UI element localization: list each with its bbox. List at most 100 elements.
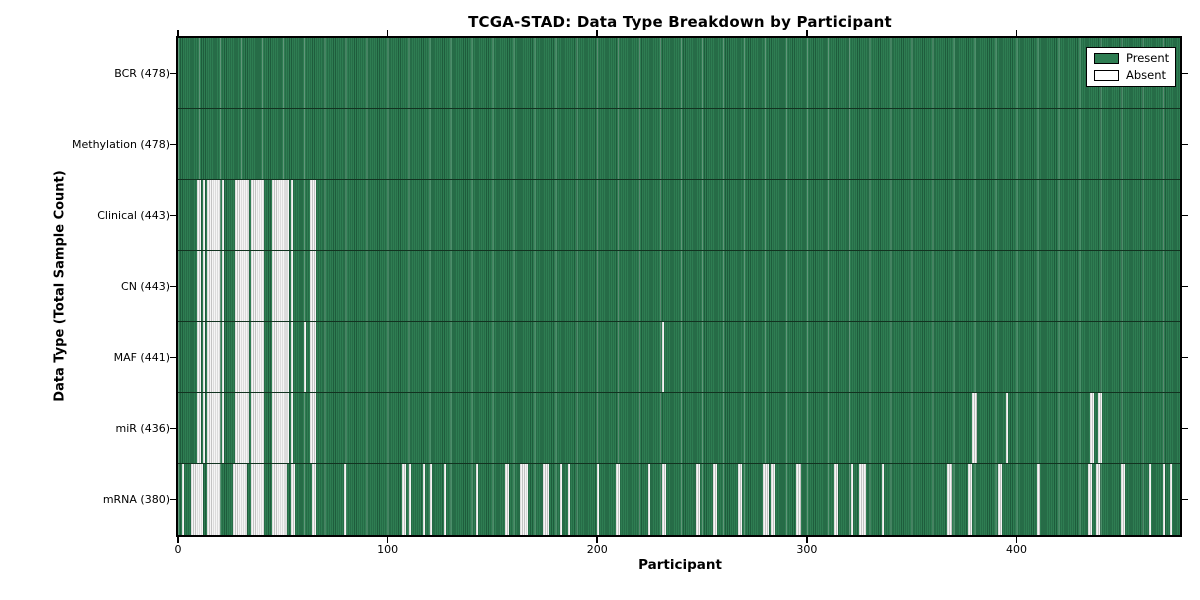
legend-item-present: Present [1094, 52, 1169, 65]
absent-stripe [647, 464, 650, 535]
y-tick-label-BCR: BCR (478) [114, 66, 170, 80]
y-tick-label-mRNA: mRNA (380) [102, 492, 170, 506]
y-tick-right [1182, 498, 1188, 501]
x-axis-title: Participant [638, 557, 722, 573]
absent-stripe [203, 322, 206, 392]
absent-stripe [207, 464, 220, 535]
absent-stripe [343, 464, 346, 535]
absent-stripe [1148, 464, 1151, 535]
x-tick-label: 100 [377, 543, 399, 556]
absent-stripe [251, 322, 264, 392]
absent-stripe [947, 464, 952, 535]
absent-stripe [203, 393, 206, 463]
absent-stripe [429, 464, 432, 535]
absent-stripe [291, 464, 296, 535]
absent-stripe [1037, 464, 1040, 535]
x-tick-label: 400 [1005, 543, 1027, 556]
x-tick-top [1015, 30, 1018, 36]
absent-stripe [850, 464, 853, 535]
row-miR [178, 393, 1180, 464]
absent-stripe [272, 464, 287, 535]
x-tick-label: 200 [586, 543, 608, 556]
absent-stripe [662, 464, 667, 535]
absent-stripe [310, 393, 317, 463]
absent-stripe [234, 322, 250, 392]
absent-stripe [1096, 464, 1101, 535]
absent-stripe [542, 464, 550, 535]
absent-stripe [251, 464, 264, 535]
row-mRNA [178, 464, 1180, 535]
absent-stripe [737, 464, 742, 535]
absent-stripe [272, 180, 290, 250]
y-tick-left [170, 356, 176, 359]
absent-stripe [303, 322, 306, 392]
absent-stripe [771, 464, 776, 535]
y-tick-label-Clinical: Clinical (443) [97, 208, 170, 222]
absent-swatch-icon [1094, 70, 1119, 81]
y-tick-label-miR: miR (436) [115, 421, 171, 435]
present-swatch-icon [1094, 53, 1119, 64]
absent-stripe [207, 393, 220, 463]
y-tick-label-CN: CN (443) [121, 279, 170, 293]
absent-stripe [1006, 393, 1009, 463]
absent-stripe [291, 251, 294, 321]
absent-stripe [519, 464, 529, 535]
row-MAF [178, 322, 1180, 393]
absent-stripe [1089, 393, 1095, 463]
absent-stripe [444, 464, 447, 535]
x-tick-bottom [596, 537, 598, 543]
y-tick-left [170, 498, 176, 501]
x-tick-top [177, 30, 179, 36]
x-tick-label: 0 [174, 543, 182, 556]
absent-stripe [272, 393, 290, 463]
absent-stripe [310, 322, 317, 392]
absent-stripe [882, 464, 885, 535]
absent-stripe [712, 464, 717, 535]
absent-stripe [222, 180, 225, 250]
y-tick-right [1182, 356, 1188, 359]
absent-stripe [207, 322, 220, 392]
absent-stripe [291, 322, 294, 392]
absent-stripe [402, 464, 407, 535]
absent-stripe [182, 464, 185, 535]
plot-area [176, 36, 1182, 537]
absent-stripe [408, 464, 411, 535]
absent-stripe [796, 464, 801, 535]
absent-stripe [234, 251, 250, 321]
x-tick-bottom [1015, 537, 1018, 543]
y-tick-label-MAF: MAF (441) [113, 350, 170, 364]
absent-stripe [1169, 464, 1172, 535]
absent-stripe [196, 180, 202, 250]
absent-stripe [310, 180, 317, 250]
absent-stripe [222, 393, 225, 463]
absent-stripe [968, 464, 973, 535]
x-tick-label: 300 [796, 543, 818, 556]
x-tick-top [596, 30, 598, 36]
absent-stripe [234, 393, 250, 463]
absent-stripe [597, 464, 600, 535]
absent-stripe [203, 180, 206, 250]
absent-stripe [616, 464, 621, 535]
absent-stripe [423, 464, 426, 535]
absent-stripe [251, 180, 264, 250]
legend-item-absent: Absent [1094, 69, 1168, 82]
absent-stripe [312, 464, 317, 535]
x-tick-bottom [386, 537, 389, 543]
x-tick-bottom [806, 537, 808, 543]
absent-stripe [251, 393, 264, 463]
y-tick-left [170, 143, 176, 146]
absent-stripe [1121, 464, 1126, 535]
y-tick-right [1182, 72, 1188, 75]
row-BCR [178, 38, 1180, 109]
absent-stripe [190, 464, 204, 535]
y-tick-label-Methylation: Methylation (478) [72, 137, 170, 151]
absent-stripe [234, 180, 250, 250]
absent-stripe [762, 464, 770, 535]
absent-stripe [251, 251, 264, 321]
absent-stripe [203, 251, 206, 321]
absent-stripe [196, 322, 202, 392]
absent-stripe [559, 464, 562, 535]
absent-stripe [1098, 393, 1103, 463]
absent-stripe [272, 322, 290, 392]
absent-stripe [272, 251, 290, 321]
